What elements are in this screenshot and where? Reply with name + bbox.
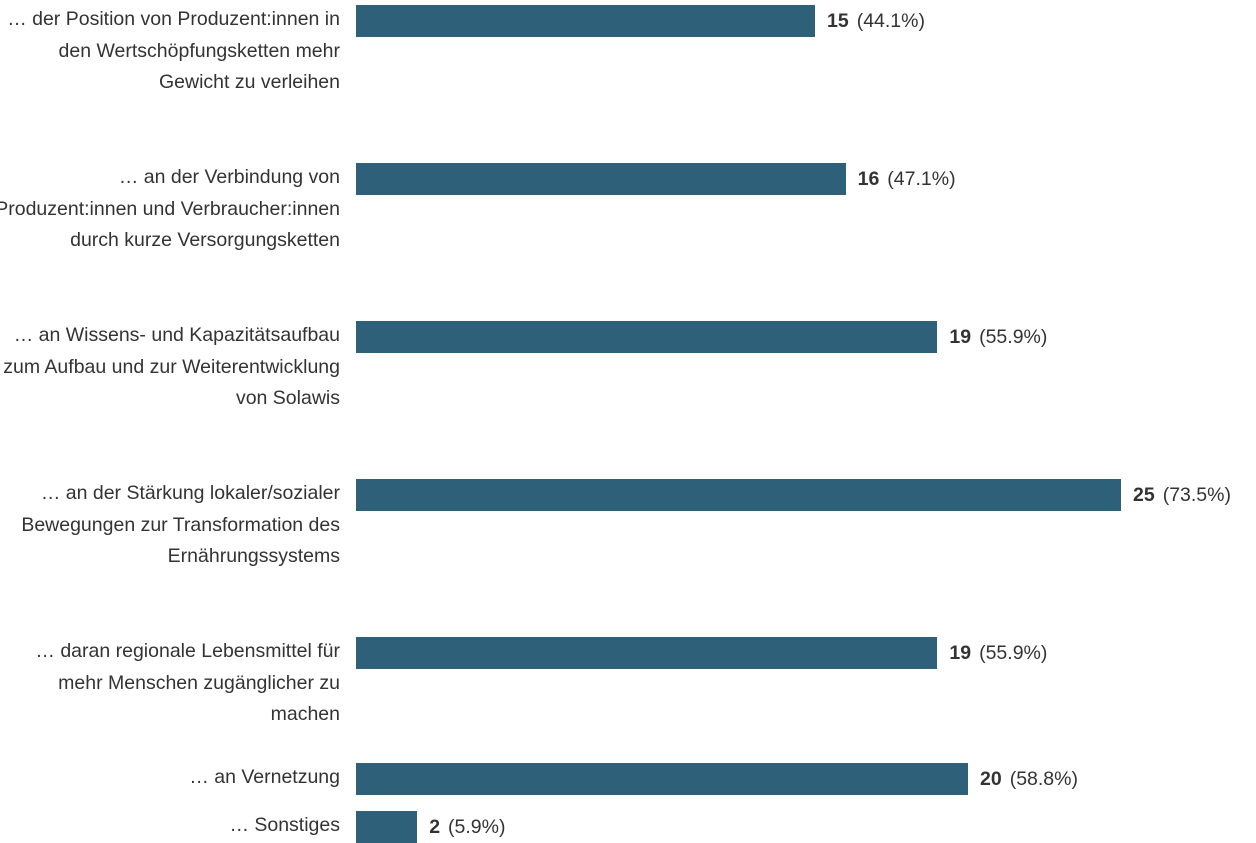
category-label: … Sonstiges xyxy=(229,814,340,836)
value-count: 19 xyxy=(949,326,972,348)
value-percent: (5.9%) xyxy=(448,816,506,838)
value-count: 25 xyxy=(1133,484,1155,506)
value-percent: (58.8%) xyxy=(1009,768,1078,790)
category-label: … an Vernetzung xyxy=(189,766,340,788)
category-label: … an der Stärkung lokaler/sozialer Beweg… xyxy=(21,482,340,567)
value-label: 16 (47.1%) xyxy=(858,163,956,195)
value-count: 2 xyxy=(429,816,441,838)
value-label: 25 (73.5%) xyxy=(1133,479,1231,511)
bar xyxy=(356,763,968,795)
value-percent: (47.1%) xyxy=(887,168,956,190)
value-percent: (73.5%) xyxy=(1162,484,1231,506)
bar xyxy=(356,163,846,195)
value-percent: (44.1%) xyxy=(856,10,925,32)
value-count: 15 xyxy=(827,10,849,32)
bar xyxy=(356,321,938,353)
value-percent: (55.9%) xyxy=(979,642,1048,664)
category-label: … an Wissens- und Kapazitätsaufbau zum A… xyxy=(3,324,340,409)
value-label: 19 (55.9%) xyxy=(949,321,1047,353)
value-label: 20 (58.8%) xyxy=(980,763,1078,795)
value-count: 20 xyxy=(980,768,1002,790)
bar xyxy=(356,5,815,37)
category-label: … daran regionale Lebensmittel für mehr … xyxy=(35,640,340,725)
bar xyxy=(356,637,938,669)
category-label: … der Position von Produzent:innen in de… xyxy=(7,8,340,93)
category-label: … an der Verbindung von Produzent:innen … xyxy=(0,166,340,251)
value-label: 19 (55.9%) xyxy=(949,637,1047,669)
bar xyxy=(356,479,1121,511)
value-count: 19 xyxy=(949,642,972,664)
bar xyxy=(356,811,418,843)
value-percent: (55.9%) xyxy=(979,326,1048,348)
value-label: 15 (44.1%) xyxy=(827,5,925,37)
value-count: 16 xyxy=(857,168,880,190)
value-label: 2 (5.9%) xyxy=(429,811,505,843)
